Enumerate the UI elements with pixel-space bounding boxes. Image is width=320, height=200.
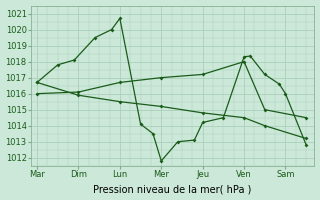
X-axis label: Pression niveau de la mer( hPa ): Pression niveau de la mer( hPa ) (93, 184, 252, 194)
